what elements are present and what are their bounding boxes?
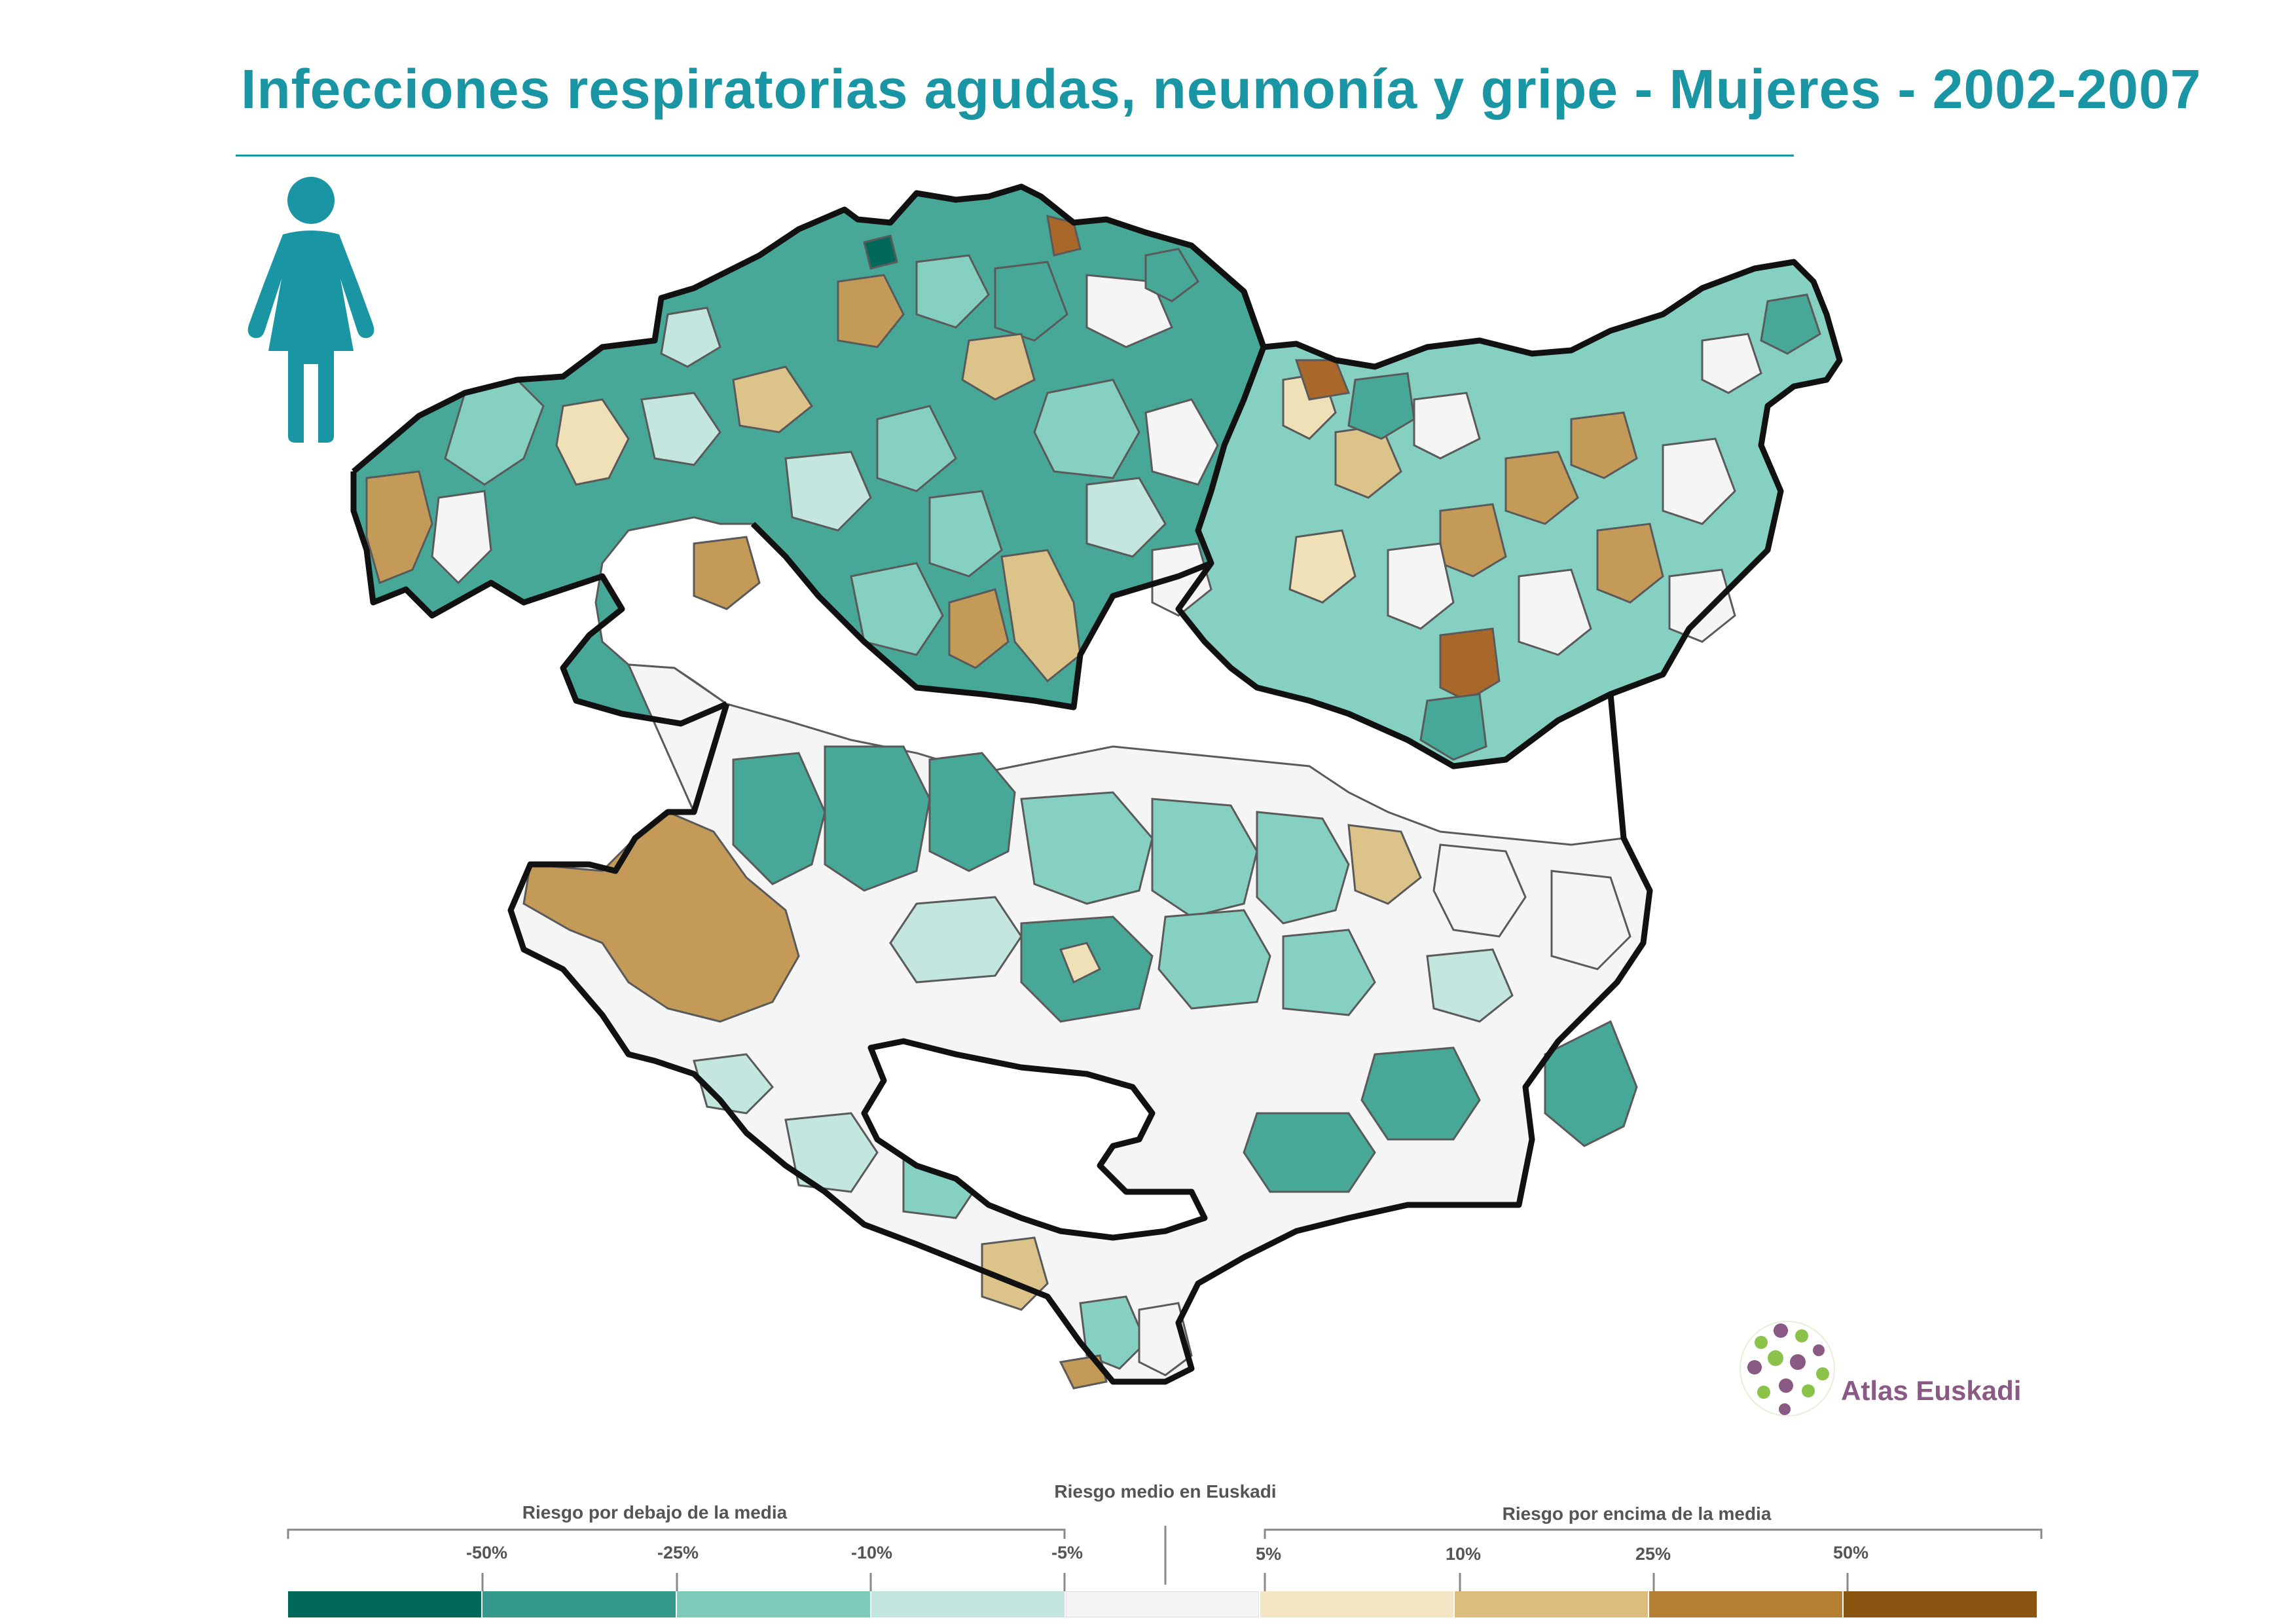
- legend-tick: -10%: [851, 1543, 893, 1562]
- legend-swatch: [1260, 1591, 1453, 1617]
- legend-swatch: [677, 1591, 870, 1617]
- region-bizkaia: [352, 185, 1265, 725]
- legend-below-label: Riesgo por debajo de la media: [522, 1502, 788, 1522]
- legend-above-label: Riesgo por encima de la media: [1502, 1504, 1772, 1524]
- legend-swatch: [483, 1591, 676, 1617]
- legend-swatch: [1455, 1591, 1648, 1617]
- legend-tick: 10%: [1446, 1544, 1482, 1564]
- legend-swatch: [1649, 1591, 1842, 1617]
- region-gipuzkoa: [1151, 261, 1841, 767]
- legend-tick: 50%: [1833, 1543, 1869, 1562]
- legend-tick: 5%: [1256, 1544, 1282, 1564]
- woman-icon: [247, 177, 374, 443]
- page-title: Infecciones respiratorias agudas, neumon…: [241, 58, 2202, 120]
- legend-tick: -25%: [657, 1543, 699, 1562]
- logo-wordmark: Atlas Euskadi: [1841, 1375, 2022, 1406]
- region-araba: [509, 663, 1651, 1390]
- legend-tick: -50%: [466, 1543, 508, 1562]
- legend-tick: -5%: [1051, 1543, 1084, 1562]
- atlas-euskadi-logo: [1740, 1321, 1835, 1416]
- legend-tick: 25%: [1635, 1544, 1671, 1564]
- euskadi-choropleth-map: [350, 183, 1843, 1390]
- logo-globe-icon: [1740, 1321, 1835, 1416]
- legend-swatch: [1844, 1591, 2037, 1617]
- province-borders: [350, 183, 1843, 1385]
- legend-brackets: [287, 1526, 2043, 1591]
- legend-swatch: [288, 1591, 481, 1617]
- legend-swatch: [1066, 1591, 1259, 1617]
- title-divider: [236, 155, 1794, 157]
- legend-mean-label: Riesgo medio en Euskadi: [1054, 1481, 1277, 1502]
- legend-swatch: [871, 1591, 1065, 1617]
